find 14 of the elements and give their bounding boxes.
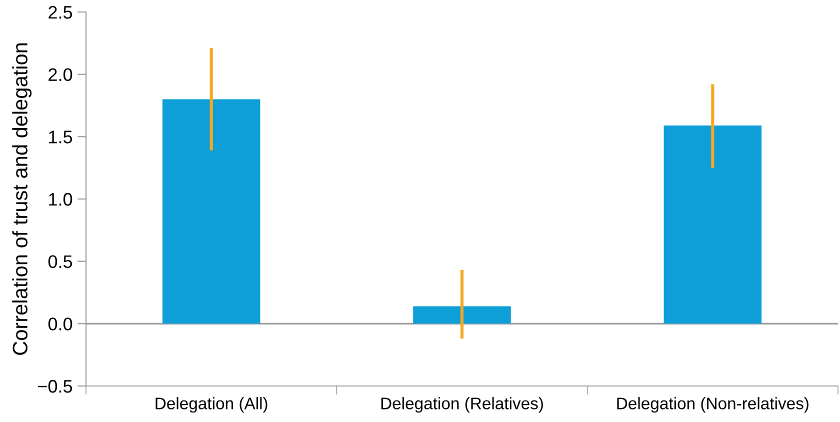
y-tick-label: 0.5 bbox=[48, 255, 72, 268]
x-tick-label: Delegation (Non-relatives) bbox=[617, 397, 808, 413]
bar bbox=[162, 99, 260, 324]
x-tick-label: Delegation (Relatives) bbox=[381, 397, 543, 413]
y-tick-label: 2.5 bbox=[48, 6, 72, 19]
bar bbox=[413, 306, 511, 324]
y-tick-label: 0.0 bbox=[48, 318, 72, 330]
x-tick-label: Delegation (All) bbox=[156, 397, 268, 413]
y-axis-title: Correlation of trust and delegation bbox=[12, 43, 32, 355]
y-tick-label: −0.5 bbox=[38, 380, 72, 393]
bar bbox=[664, 125, 762, 324]
y-tick-label: 1.5 bbox=[49, 130, 72, 144]
y-tick-label: 1.0 bbox=[49, 192, 72, 206]
y-tick-label: 2.0 bbox=[48, 68, 72, 82]
